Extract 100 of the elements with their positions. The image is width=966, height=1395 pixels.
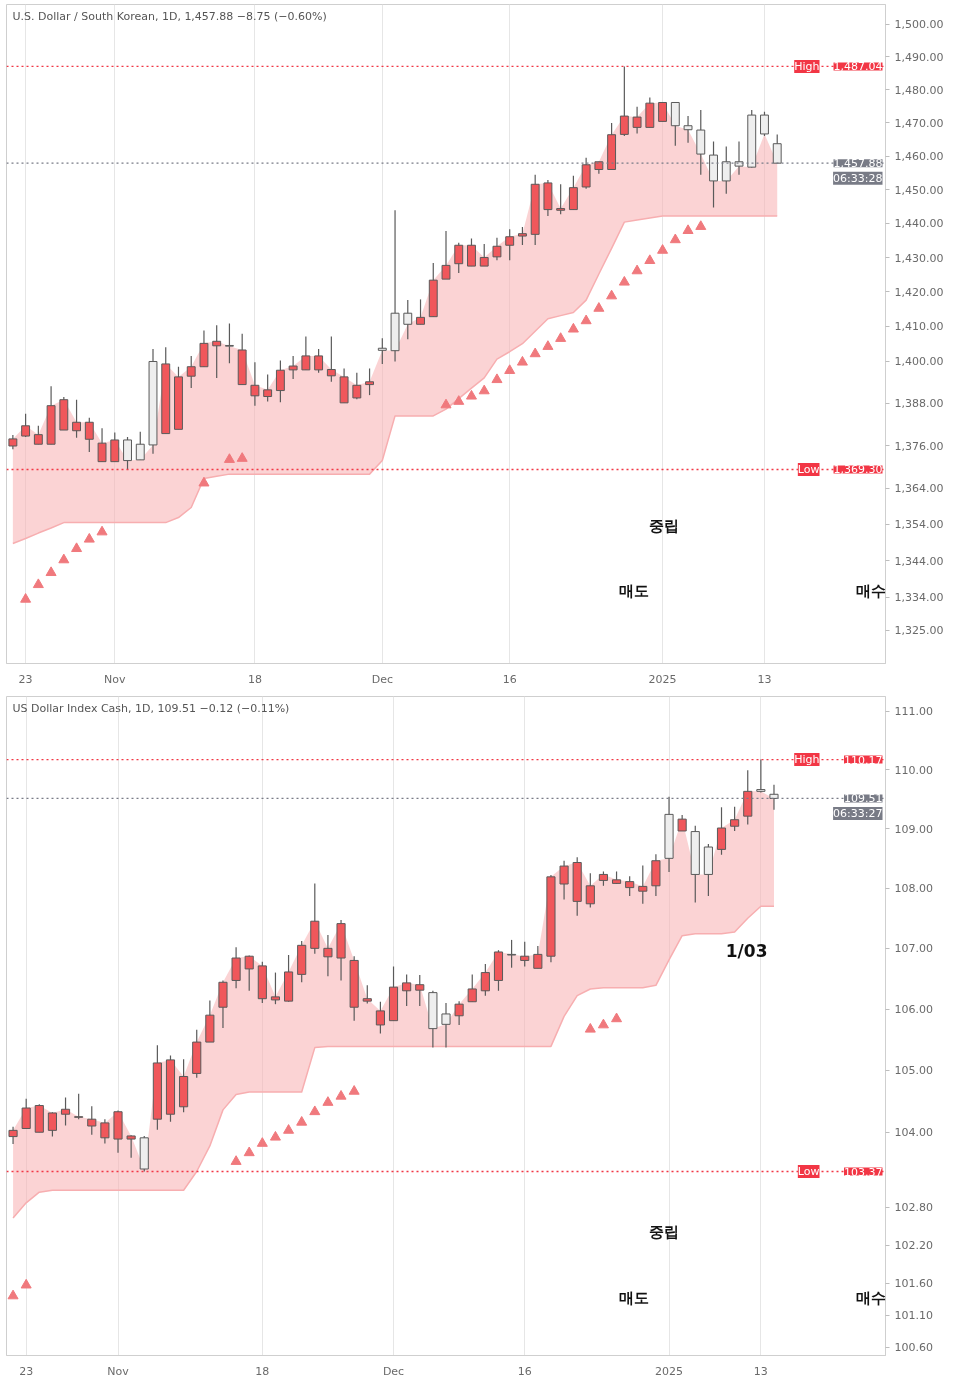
candlestick — [670, 101, 680, 147]
candlestick — [533, 945, 543, 969]
x-tick-label: 23 — [19, 1364, 34, 1378]
candlestick — [275, 359, 285, 403]
candlestick — [638, 864, 648, 905]
y-tick-label: 101.10 — [894, 1309, 933, 1323]
point — [669, 233, 681, 244]
candlestick — [507, 939, 517, 969]
x-tick-label: Dec — [382, 1364, 405, 1378]
candlestick — [632, 106, 642, 134]
x-tick-label: 16 — [502, 672, 517, 686]
y-tick-label: 1,388.00 — [894, 397, 944, 411]
point — [32, 578, 44, 589]
ref-line-label: Low — [797, 1165, 820, 1179]
annotation: 중립 — [648, 517, 679, 536]
point — [20, 1278, 32, 1289]
y-tick-label: 106.00 — [894, 1003, 933, 1017]
point — [96, 525, 108, 536]
candlestick — [135, 431, 145, 461]
candlestick — [231, 946, 241, 989]
y-tick-label: 1,440.00 — [894, 217, 944, 231]
text: U.S. Dollar / South Korean, 1D, 1,457.88 −8.75 (−0.60%) — [12, 9, 327, 23]
candlestick — [250, 361, 260, 407]
candlestick — [716, 806, 727, 856]
point — [322, 1096, 334, 1106]
candlestick — [33, 425, 43, 445]
y-tick-label: 104.00 — [894, 1126, 933, 1140]
candlestick — [556, 183, 566, 215]
y-tick-label: 108.00 — [894, 882, 933, 896]
point — [440, 398, 452, 409]
candlestick — [100, 1118, 110, 1145]
y-tick-label: 105.00 — [894, 1064, 933, 1078]
point — [611, 1012, 623, 1023]
point — [71, 542, 83, 553]
y-tick-label: 1,490.00 — [894, 50, 944, 64]
candlestick — [74, 1093, 84, 1120]
x-tick-label: 18 — [255, 1364, 270, 1378]
candlestick — [270, 971, 281, 1005]
candlestick — [186, 355, 196, 389]
annotation: 매도 — [619, 582, 650, 601]
y-tick-label: 100.60 — [894, 1341, 933, 1355]
candlestick — [84, 417, 94, 453]
x-tick-label: 2025 — [648, 672, 677, 686]
y-tick-label: 1,500.00 — [894, 18, 944, 32]
line-series — [12, 905, 775, 1219]
candlestick — [352, 372, 362, 400]
point — [606, 289, 618, 300]
candlestick — [212, 324, 222, 379]
y-tick-label: 1,325.00 — [894, 624, 944, 638]
annotation: 110.17 — [844, 753, 883, 767]
candlestick — [21, 1098, 31, 1130]
annotation: 1,487.04 — [833, 60, 883, 74]
candlestick — [467, 973, 477, 1003]
candlestick — [769, 784, 779, 811]
point — [453, 395, 465, 405]
candlestick — [730, 806, 740, 832]
point — [7, 1289, 19, 1300]
candlestick — [559, 860, 569, 901]
candlestick — [244, 955, 254, 992]
x-tick-label: 2025 — [655, 1364, 684, 1378]
y-tick-label: 1,450.00 — [894, 183, 944, 197]
candlestick — [326, 335, 336, 383]
point — [516, 355, 528, 366]
candlestick — [323, 934, 333, 977]
text: US Dollar Index Cash, 1D, 109.51 −0.12 (−0.11%) — [12, 701, 290, 715]
candlestick — [492, 237, 502, 261]
candlestick — [505, 228, 515, 261]
point — [567, 322, 579, 333]
y-tick-label: 1,354.00 — [894, 518, 944, 532]
candlestick — [454, 1000, 464, 1026]
point — [584, 1022, 596, 1033]
point — [682, 224, 694, 234]
point — [230, 1155, 242, 1165]
candlestick — [517, 226, 527, 246]
y-tick-label: 1,364.00 — [894, 482, 944, 496]
point — [20, 593, 32, 603]
candlestick — [314, 348, 324, 374]
candlestick — [97, 427, 107, 463]
candlestick — [402, 973, 412, 1007]
candlestick — [126, 1134, 136, 1159]
candlestick — [199, 329, 209, 368]
candlestick — [415, 974, 425, 1007]
line-series — [12, 215, 778, 545]
annotation: 06:33:28 — [833, 171, 883, 185]
point — [223, 453, 235, 463]
point — [236, 452, 248, 462]
point — [593, 302, 605, 312]
candlestick — [441, 1002, 451, 1049]
candlestick — [585, 872, 595, 908]
point — [580, 314, 592, 325]
candlestick — [288, 355, 298, 380]
candlestick — [619, 65, 629, 137]
point — [491, 373, 503, 384]
ref-line-label: Low — [797, 462, 820, 476]
ref-line-label: High — [794, 753, 820, 767]
y-tick-label: 1,334.00 — [894, 591, 944, 605]
annotation: 1,369.30 — [833, 463, 883, 477]
candlestick — [8, 1126, 18, 1145]
y-tick-label: 109.00 — [894, 822, 933, 836]
candlestick — [734, 140, 744, 176]
